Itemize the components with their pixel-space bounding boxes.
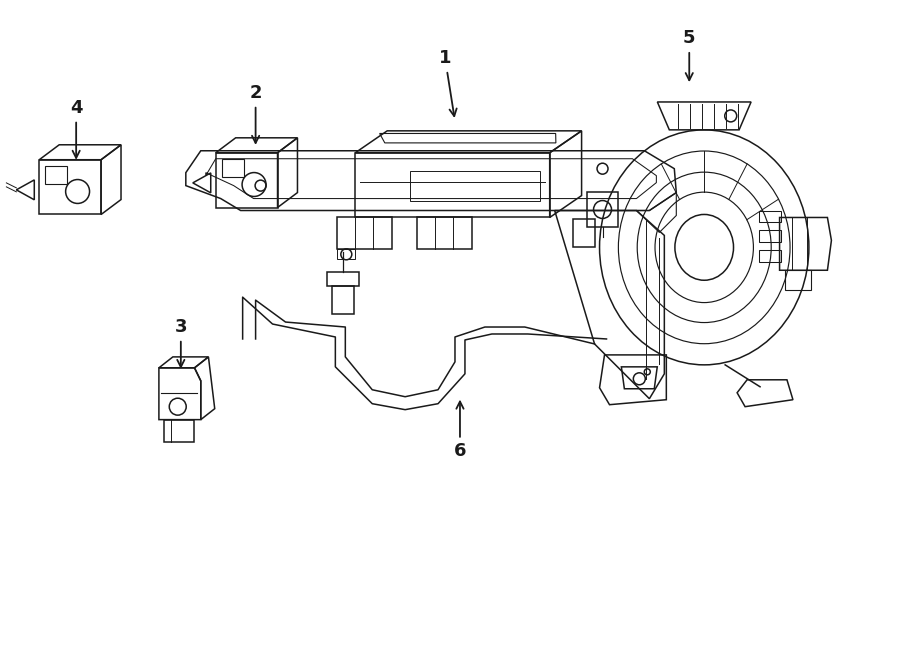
Text: 3: 3 (175, 318, 187, 367)
Text: 1: 1 (439, 49, 456, 116)
Text: 6: 6 (454, 402, 466, 461)
Text: 4: 4 (70, 99, 83, 158)
Text: 5: 5 (683, 29, 696, 80)
Text: 2: 2 (249, 84, 262, 143)
